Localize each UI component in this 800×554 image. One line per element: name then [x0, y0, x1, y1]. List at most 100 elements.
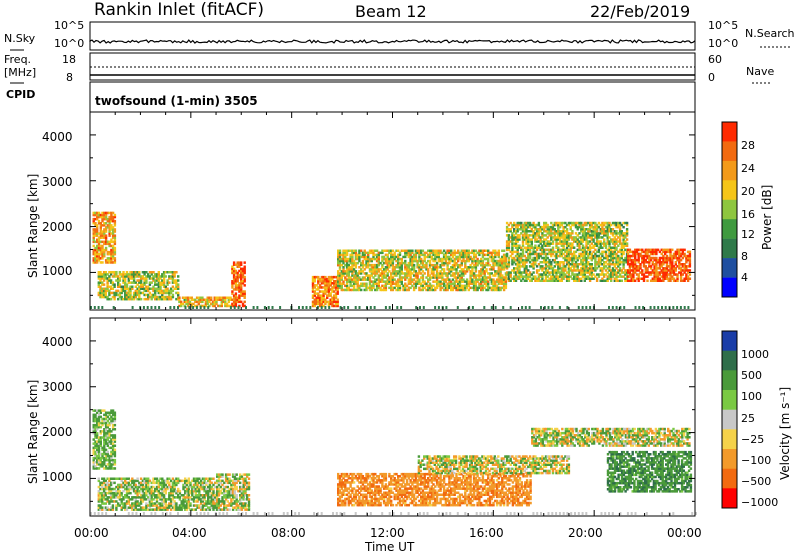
heatmap-cell [658, 279, 662, 282]
heatmap-cell [664, 250, 667, 254]
heatmap-cell [514, 225, 518, 229]
heatmap-cell [626, 258, 630, 262]
heatmap-cell [96, 224, 99, 227]
heatmap-cell [439, 276, 442, 279]
heatmap-cell [110, 411, 113, 414]
heatmap-cell [347, 270, 350, 273]
freq-label: Freq. [4, 53, 32, 66]
heatmap-cell [360, 268, 363, 271]
heatmap-cell [109, 279, 113, 282]
heatmap-cell [541, 232, 544, 235]
heatmap-cell [322, 277, 325, 281]
heatmap-cell [138, 508, 141, 511]
heatmap-cell [224, 296, 227, 299]
heatmap-cell [143, 477, 146, 480]
heatmap-cell [331, 302, 334, 306]
heatmap-cell [683, 263, 686, 266]
heatmap-cell [571, 236, 574, 239]
heatmap-cell [483, 249, 486, 252]
heatmap-cell [688, 277, 692, 280]
heatmap-cell [234, 280, 238, 283]
heatmap-cell [460, 251, 463, 255]
heatmap-cell [642, 306, 645, 309]
heatmap-cell [664, 306, 667, 309]
heatmap-cell [139, 281, 143, 284]
heatmap-cell [622, 250, 625, 254]
heatmap-cell [434, 276, 437, 279]
heatmap-cell [99, 483, 102, 487]
cpid-label: CPID [6, 88, 36, 101]
heatmap-cell [543, 267, 546, 270]
heatmap-cell [490, 268, 493, 271]
x-tick: 08:00 [271, 526, 306, 540]
heatmap-cell [442, 257, 446, 261]
heatmap-cell [109, 489, 113, 493]
heatmap-cell [448, 257, 451, 261]
heatmap-cell [662, 279, 665, 282]
heatmap-cell [338, 253, 342, 257]
heatmap-cell [487, 276, 490, 279]
heatmap-cell [615, 256, 618, 260]
heatmap-cell [502, 276, 506, 279]
heatmap-cell [514, 240, 518, 243]
heatmap-cell [349, 288, 352, 292]
heatmap-cell [528, 261, 532, 264]
heatmap-cell [138, 491, 141, 495]
heatmap-cell [435, 266, 439, 269]
heatmap-cell [381, 274, 384, 277]
heatmap-cell [388, 251, 391, 255]
heatmap-cell [428, 288, 432, 292]
heatmap-cell [162, 271, 166, 274]
heatmap-cell [502, 249, 506, 252]
heatmap-cell [145, 502, 148, 505]
heatmap-cell [592, 267, 595, 270]
heatmap-cell [351, 268, 354, 271]
heatmap-cell [481, 263, 485, 267]
heatmap-cell [365, 266, 368, 269]
heatmap-cell [441, 282, 444, 285]
heatmap-cell [318, 280, 322, 283]
x-tick: 00:00 [667, 526, 702, 540]
heatmap-cell [106, 458, 109, 462]
heatmap-cell [476, 288, 479, 292]
heatmap-cell [110, 232, 113, 235]
heatmap-cell [587, 240, 590, 243]
heatmap-cell [664, 275, 667, 278]
heatmap-cell [606, 232, 609, 235]
heatmap-cell [103, 446, 106, 450]
heatmap-cell [99, 425, 102, 429]
heatmap-cell [360, 282, 363, 285]
heatmap-cell [102, 291, 106, 295]
heatmap-cell [241, 302, 245, 306]
heatmap-cell [637, 258, 640, 262]
heatmap-cell [587, 267, 590, 270]
heatmap-cell [218, 304, 222, 308]
heatmap-cell [368, 280, 372, 283]
heatmap-cell [660, 261, 663, 264]
heatmap-cell [585, 258, 588, 262]
heatmap-cell [674, 252, 677, 256]
heatmap-cell [400, 263, 403, 267]
heatmap-cell [388, 259, 391, 263]
heatmap-cell [658, 263, 662, 266]
heatmap-cell [537, 263, 541, 266]
heatmap-cell [476, 286, 479, 290]
heatmap-cell [132, 295, 136, 299]
heatmap-cell [169, 291, 173, 295]
heatmap-cell [513, 271, 516, 274]
heatmap-cell [494, 306, 497, 309]
heatmap-cell [391, 259, 395, 263]
heatmap-cell [329, 288, 332, 291]
heatmap-cell [122, 281, 125, 284]
heatmap-cell [518, 256, 521, 260]
heatmap-cell [356, 257, 359, 261]
heatmap-cell [154, 295, 157, 299]
heatmap-cell [132, 479, 136, 483]
heatmap-cell [557, 238, 560, 241]
heatmap-cell [658, 265, 662, 268]
heatmap-cell [442, 253, 446, 257]
heatmap-cell [106, 454, 109, 458]
heatmap-cell [103, 230, 106, 233]
heatmap-cell [150, 485, 153, 489]
heatmap-cell [558, 267, 562, 270]
